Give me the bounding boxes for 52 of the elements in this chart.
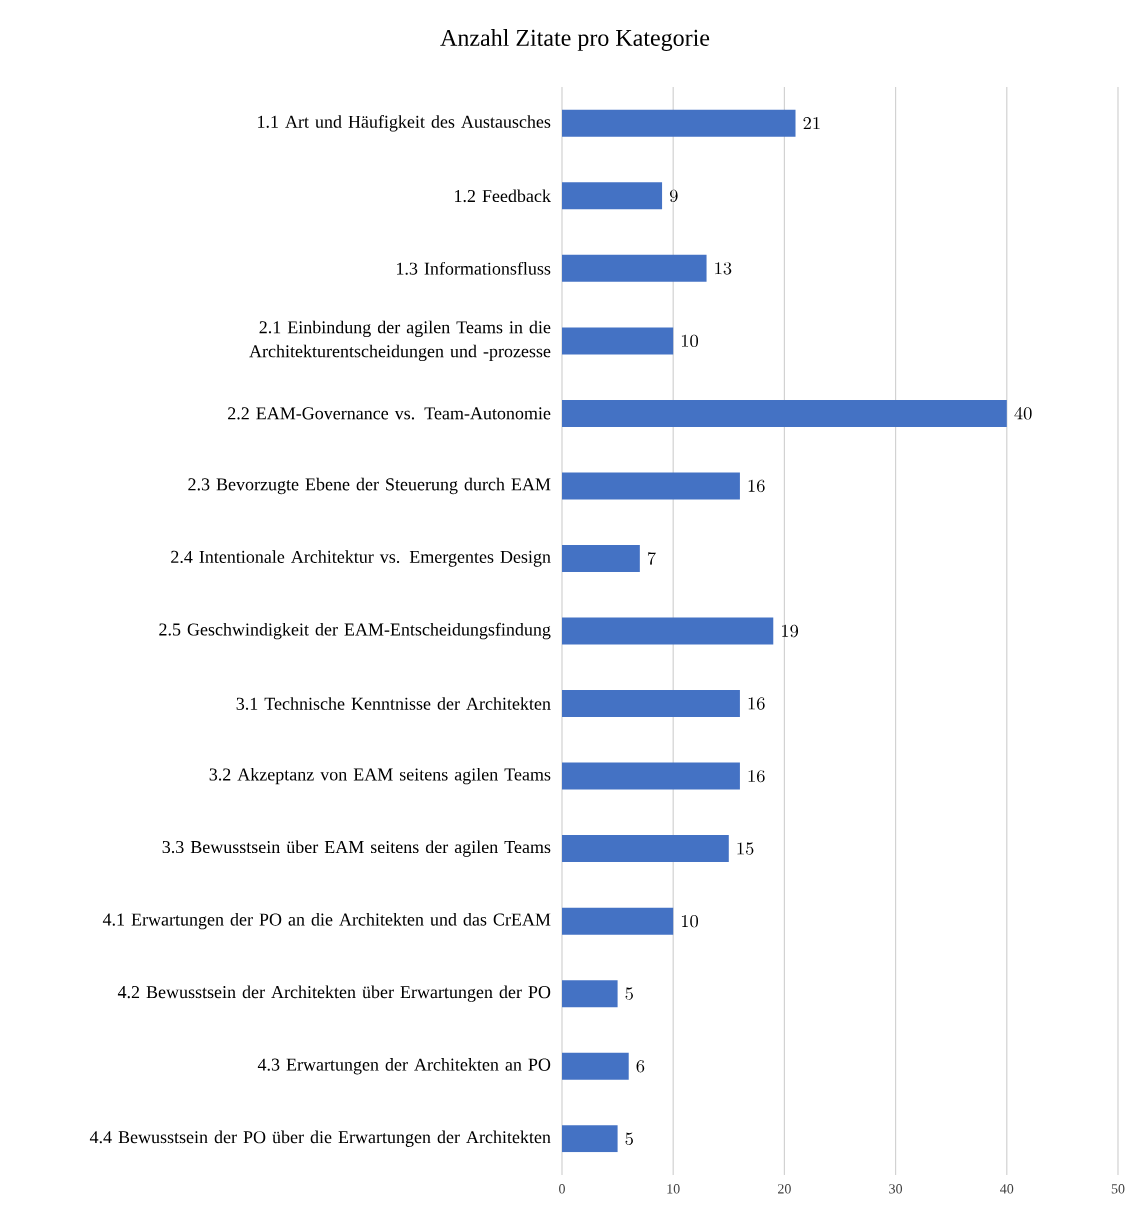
y-tick-label: 3.1 Technische Kenntnisse der Architekten: [236, 697, 551, 710]
bar: [561, 399, 1007, 427]
data-label: 5: [625, 987, 633, 1000]
bar: [561, 182, 663, 210]
data-label: 15: [737, 842, 754, 855]
y-tick-label: 2.4 Intentionale Architektur vs. Emergentes Design: [171, 550, 551, 567]
bar: [561, 980, 618, 1008]
data-label: 10: [681, 334, 699, 348]
data-label: 19: [782, 624, 799, 638]
x-tick-label: 50: [1111, 1184, 1125, 1194]
data-label: 16: [748, 697, 765, 710]
x-tick-label: 0: [559, 1184, 565, 1194]
y-tick-label: 3.3 Bewusstsein über EAM seitens der agilen Teams: [162, 840, 551, 857]
y-tick-label: 2.5 Geschwindigkeit der EAM-Entscheidungsfindung: [159, 622, 551, 640]
data-label: 6: [636, 1060, 645, 1073]
bar: [561, 1125, 618, 1153]
bar: [561, 472, 740, 500]
data-label: 5: [625, 1132, 633, 1145]
x-tick-label: 10: [667, 1184, 680, 1194]
x-tick-label: 40: [1000, 1184, 1014, 1194]
data-label: 16: [748, 479, 765, 493]
bar: [561, 835, 729, 863]
bar: [561, 254, 707, 282]
y-tick-label: 4.4 Bewusstsein der PO über die Erwartungen der Architekten: [89, 1130, 551, 1147]
data-label: 10: [681, 914, 699, 928]
data-label: 16: [748, 769, 765, 783]
y-tick-label: 4.3 Erwartungen der Architekten an PO: [257, 1058, 551, 1075]
bar: [561, 690, 740, 718]
data-label: 40: [1014, 407, 1032, 420]
y-tick-label: 4.1 Erwartungen der PO an die Architekten und das CrEAM: [102, 912, 551, 930]
bar: [561, 1052, 629, 1080]
data-label: 9: [669, 189, 678, 203]
y-tick-label: 1.2 Feedback: [455, 189, 551, 203]
bar: [561, 544, 640, 572]
x-tick-label: 20: [778, 1184, 791, 1194]
y-tick-label: 1.1 Art und Häufigkeit des Austausches: [258, 115, 551, 132]
y-tick-label: 2.1 Einbindung der agilen Teams in die Architekturentscheidungen und -prozesse: [249, 320, 551, 362]
y-tick-label: 2.2 EAM-Governance vs. Team-Autonomie: [228, 407, 551, 420]
bar: [561, 617, 774, 645]
y-tick-label: 2.3 Bevorzugte Ebene der Steuerung durch EAM: [188, 477, 551, 495]
data-label: 7: [647, 552, 656, 565]
bar: [561, 762, 740, 790]
bar: [561, 907, 674, 935]
data-label: 13: [715, 262, 732, 275]
x-tick-label: 30: [889, 1184, 903, 1194]
y-tick-label: 1.3 Informationsfluss: [397, 261, 551, 275]
bar: [561, 109, 796, 137]
chart-title: Anzahl Zitate pro Kategorie: [440, 29, 710, 51]
bar: [561, 327, 674, 355]
data-label: 21: [803, 117, 820, 130]
y-tick-label: 4.2 Bewusstsein der Architekten über Erwartungen der PO: [117, 985, 551, 1002]
y-tick-label: 3.2 Akzeptanz von EAM seitens agilen Teams: [209, 767, 551, 785]
